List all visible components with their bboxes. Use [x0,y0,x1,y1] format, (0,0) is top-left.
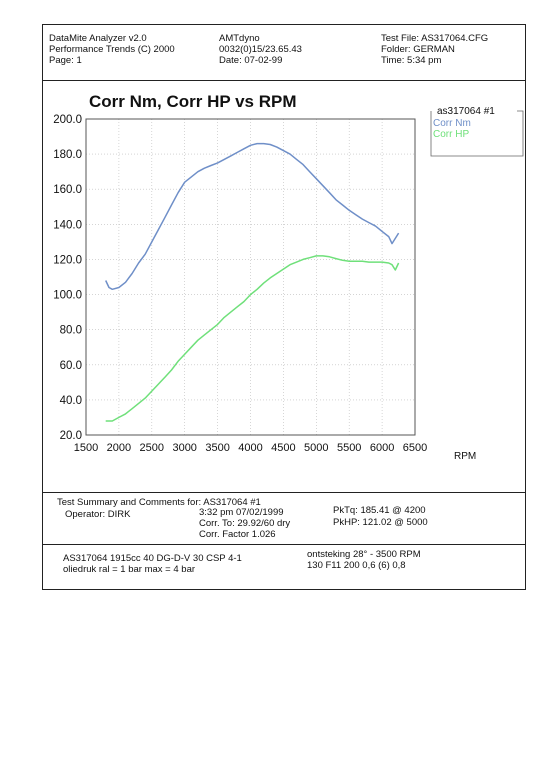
header-left-line: Performance Trends (C) 2000 [49,44,175,55]
y-tick-label: 180.0 [53,149,82,161]
footer-ignition: ontsteking 28° - 3500 RPM [307,549,421,560]
legend-box [430,110,524,157]
y-tick-label: 140.0 [53,219,82,231]
report-header: DataMite Analyzer v2.0 Performance Trend… [43,25,525,81]
test-summary: Test Summary and Comments for: AS317064 … [43,493,525,545]
header-middle: AMTdyno 0032(0)15/23.65.43 Date: 07-02-9… [219,33,302,66]
series-line-corr-nm [105,142,400,291]
legend-entry-corr-hp: Corr HP [433,129,469,140]
header-right-line: Folder: GERMAN [381,44,455,55]
summary-title: Test Summary and Comments for: AS317064 … [57,497,261,508]
y-tick-label: 120.0 [53,254,82,266]
legend-title: as317064 #1 [437,106,495,117]
legend: as317064 #1 Corr Nm Corr HP [430,106,524,157]
header-right-line: Time: 5:34 pm [381,55,442,66]
header-middle-line: 0032(0)15/23.65.43 [219,44,302,55]
header-right: Test File: AS317064.CFG Folder: GERMAN T… [381,33,488,66]
dyno-report-sheet: DataMite Analyzer v2.0 Performance Trend… [42,24,526,590]
footer-jetting: 130 F11 200 0,6 (6) 0,8 [307,560,406,571]
header-right-line: Test File: AS317064.CFG [381,33,489,44]
y-tick-label: 60.0 [60,360,82,372]
chart-series [105,142,400,422]
x-tick-label: 5500 [337,442,361,454]
x-tick-label: 3000 [172,442,196,454]
y-tick-label: 160.0 [53,184,82,196]
summary-operator: Operator: DIRK [65,509,131,520]
header-left: DataMite Analyzer v2.0 Performance Trend… [49,33,175,66]
x-tick-label: 3500 [205,442,229,454]
axis-tick-labels: 1500 2000 2500 3000 3500 4000 4500 5000 5500 6000… [53,114,427,454]
x-tick-label: 2500 [140,442,164,454]
performance-chart: Corr Nm, Corr HP vs RPM 1500 2000 2500 3000… [53,92,524,462]
x-tick-label: 1500 [74,442,98,454]
y-tick-label: 20.0 [60,430,82,442]
legend-entry-corr-nm: Corr Nm [433,118,471,129]
summary-peak-hp: PkHP: 121.02 @ 5000 [333,517,428,528]
plot-area: Corr Nm, Corr HP vs RPM 1500 2000 2500 3000… [43,81,525,493]
summary-peak-torque: PkTq: 185.41 @ 4200 [333,505,426,516]
x-tick-label: 6000 [370,442,394,454]
footer-oil-pressure: oliedruk ral = 1 bar max = 4 bar [63,564,196,575]
x-tick-label: 5000 [304,442,328,454]
chart-title: Corr Nm, Corr HP vs RPM [89,92,297,111]
footer-engine-spec: AS317064 1915cc 40 DG-D-V 30 CSP 4-1 [63,553,242,564]
report-footer: AS317064 1915cc 40 DG-D-V 30 CSP 4-1 oli… [43,545,525,591]
header-left-line: Page: 1 [49,55,82,66]
series-line-corr-hp [105,255,400,422]
summary-time: 3:32 pm 07/02/1999 [199,507,284,518]
y-tick-label: 80.0 [60,325,82,337]
header-middle-line: AMTdyno [219,33,260,44]
x-tick-label: 6500 [403,442,427,454]
summary-corr-factor: Corr. Factor 1.026 [199,529,276,540]
header-left-line: DataMite Analyzer v2.0 [49,33,147,44]
x-tick-label: 4000 [238,442,262,454]
chart-grid [86,119,415,435]
y-tick-label: 100.0 [53,290,82,302]
x-axis-label: RPM [454,451,476,462]
x-tick-label: 2000 [107,442,131,454]
y-tick-label: 200.0 [53,114,82,126]
header-middle-line: Date: 07-02-99 [219,55,283,66]
y-tick-label: 40.0 [60,395,82,407]
x-tick-label: 4500 [271,442,295,454]
summary-corr-to: Corr. To: 29.92/60 dry [199,518,291,529]
plot-frame [85,118,416,436]
